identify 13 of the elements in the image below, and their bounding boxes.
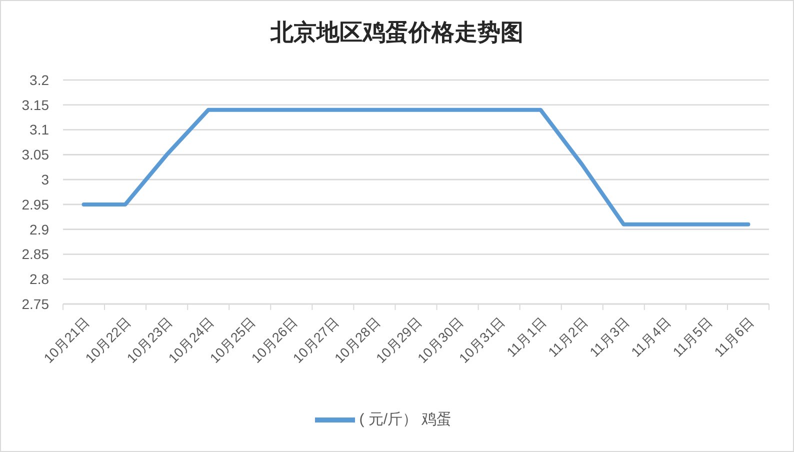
y-tick-label: 3.1 bbox=[30, 122, 50, 138]
y-tick-label: 2.8 bbox=[30, 271, 50, 288]
y-tick-label: 3.2 bbox=[30, 72, 50, 88]
legend-label: ( 元/斤） 鸡蛋 bbox=[359, 411, 452, 428]
y-tick-label: 2.75 bbox=[22, 296, 50, 312]
y-tick-label: 2.95 bbox=[22, 196, 50, 212]
chart-title: 北京地区鸡蛋价格走势图 bbox=[269, 18, 524, 47]
y-tick-label: 2.85 bbox=[22, 246, 50, 262]
y-tick-label: 3.15 bbox=[22, 96, 50, 113]
y-tick-label: 2.9 bbox=[30, 221, 50, 238]
y-tick-label: 3.05 bbox=[22, 146, 50, 163]
y-tick-label: 3 bbox=[41, 172, 50, 188]
line-series bbox=[82, 108, 750, 226]
